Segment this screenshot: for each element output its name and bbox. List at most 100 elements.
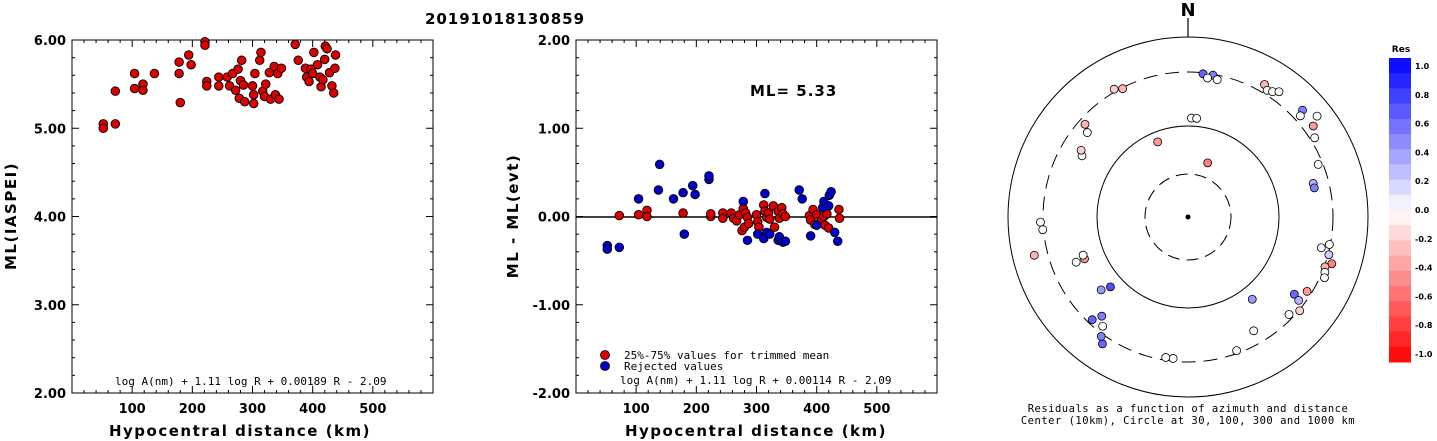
data-point — [304, 76, 314, 87]
x-tick-label: 100 — [119, 402, 146, 417]
residual-point — [1295, 111, 1305, 121]
data-point — [248, 98, 259, 109]
colorbar-cells — [1389, 58, 1411, 363]
middle-xlabel: Hypocentral distance (km) — [625, 422, 887, 440]
residual-point — [1096, 285, 1106, 295]
residual-point — [1294, 296, 1304, 305]
residual-point — [1312, 111, 1322, 121]
data-point — [309, 47, 319, 58]
residual-point — [1038, 225, 1048, 235]
left-ylabel: ML(IASPEI) — [2, 162, 20, 270]
data-point — [668, 194, 679, 204]
circle-100km — [1096, 125, 1280, 309]
data-point — [760, 188, 770, 199]
colorbar-tick-label: -0.2 — [1415, 235, 1433, 244]
residual-point — [1289, 289, 1299, 299]
data-point — [293, 55, 303, 66]
data-point — [149, 68, 160, 79]
data-point — [110, 86, 121, 96]
residual-point — [1284, 310, 1294, 319]
residual-point — [1096, 332, 1106, 341]
y-tick-label: 1.00 — [538, 122, 570, 137]
data-point — [248, 89, 259, 100]
colorbar-cell — [1389, 240, 1411, 257]
data-point — [614, 242, 625, 253]
data-point — [214, 81, 224, 91]
data-point — [834, 204, 844, 215]
residual-point — [1249, 326, 1259, 336]
data-point — [186, 59, 196, 70]
data-point — [797, 194, 807, 204]
y-tick-label: 5.00 — [34, 122, 66, 137]
data-point — [98, 123, 109, 133]
data-point — [690, 189, 700, 200]
data-point — [764, 229, 775, 239]
data-point — [239, 97, 250, 107]
data-point — [312, 59, 323, 70]
data-point — [780, 211, 791, 222]
x-tick-label: 200 — [179, 402, 206, 417]
colorbar-tick-label: 0.4 — [1415, 148, 1430, 157]
colorbar-cell — [1389, 225, 1411, 241]
data-point — [238, 80, 249, 90]
data-point — [738, 196, 749, 207]
residual-point — [1324, 240, 1334, 249]
colorbar-tick-label: -0.4 — [1415, 264, 1433, 273]
data-point — [328, 88, 339, 98]
data-point — [183, 50, 194, 60]
x-tick-label: 400 — [299, 402, 326, 417]
legend-marker-rejected — [600, 361, 610, 371]
colorbar-cell — [1389, 88, 1411, 105]
residual-point — [1274, 87, 1284, 97]
middle-ylabel: ML - ML(evt) — [504, 154, 522, 278]
colorbar-cell — [1389, 164, 1411, 181]
y-tick-label: 2.00 — [538, 34, 570, 49]
middle-chart: 100 200 300 400 500 -2.00 -1.00 0.00 1.00 2.00 ML… — [504, 34, 938, 440]
data-point — [678, 187, 688, 198]
left-formula: log A(nm) + 1.11 log R + 0.00189 R - 2.0… — [115, 375, 387, 388]
data-point — [260, 79, 271, 89]
data-point — [704, 171, 714, 181]
residual-point — [1203, 73, 1212, 83]
data-point — [129, 68, 140, 79]
data-point — [322, 44, 332, 54]
data-point — [829, 227, 840, 238]
data-point — [832, 236, 843, 246]
colorbar-tick-label: 0.6 — [1415, 120, 1430, 129]
colorbar-cell — [1389, 286, 1411, 302]
y-tick-label: 3.00 — [34, 299, 66, 314]
data-point — [200, 40, 210, 51]
residual-point — [1076, 145, 1086, 155]
residual-point — [1232, 346, 1242, 356]
y-tick-label: 4.00 — [34, 211, 66, 226]
colorbar-cell — [1389, 331, 1411, 348]
residual-point — [1295, 306, 1305, 316]
residual-point — [1153, 137, 1163, 147]
center-dot — [1185, 214, 1191, 220]
residual-point — [1324, 250, 1334, 260]
data-point — [769, 222, 780, 232]
residual-point — [1161, 353, 1171, 362]
colorbar-cell — [1389, 255, 1411, 272]
figure-title: 20191018130859 — [425, 10, 585, 28]
colorbar-cell — [1389, 179, 1411, 196]
data-point — [274, 94, 284, 104]
colorbar-cell — [1389, 301, 1411, 317]
middle-formula: log A(nm) + 1.11 log R + 0.00114 R - 2.0… — [620, 374, 892, 387]
residual-point — [1109, 84, 1119, 94]
data-point — [236, 55, 247, 66]
data-point — [706, 209, 716, 219]
legend-label-trimmed: 25%-75% values for trimmed mean — [624, 349, 829, 362]
middle-points — [602, 159, 845, 254]
data-point — [794, 185, 804, 195]
circle-30km — [1144, 173, 1232, 261]
data-point — [678, 208, 688, 218]
y-tick-label: 2.00 — [34, 387, 66, 402]
data-point — [718, 213, 728, 224]
residual-point — [1168, 354, 1178, 363]
colorbar-cell — [1389, 194, 1411, 211]
residual-point — [1247, 294, 1257, 304]
data-point — [602, 244, 613, 254]
x-tick-label: 500 — [359, 402, 386, 417]
